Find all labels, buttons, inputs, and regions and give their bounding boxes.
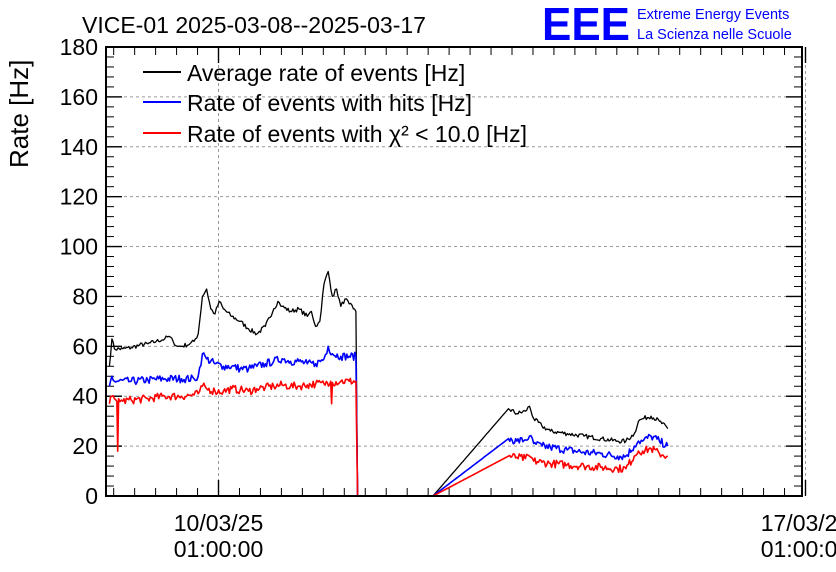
y-tick-label: 60 <box>72 333 98 359</box>
y-axis-label: Rate [Hz] <box>4 60 34 168</box>
eee-logo: EEE Extreme Energy Events La Scienza nel… <box>542 0 792 50</box>
tick-labels: 02040608010012014016018010/03/2501:00:00… <box>60 34 836 562</box>
y-tick-label: 160 <box>60 84 98 110</box>
logo-line-2: La Scienza nelle Scuole <box>637 27 792 43</box>
legend: Average rate of events [Hz] Rate of event… <box>143 60 527 147</box>
series-line-2 <box>108 345 669 497</box>
legend-label-2: Rate of events with hits [Hz] <box>187 90 472 116</box>
y-tick-label: 80 <box>72 283 98 309</box>
grid <box>106 47 806 496</box>
legend-label-1: Average rate of events [Hz] <box>187 60 465 86</box>
legend-label-3: Rate of events with χ² < 10.0 [Hz] <box>187 121 527 147</box>
axis-ticks <box>106 46 807 497</box>
y-tick-label: 180 <box>60 34 98 60</box>
x-tick-label-date: 17/03/25 <box>761 510 836 536</box>
x-tick-label-date: 10/03/25 <box>174 510 264 536</box>
plot-frame <box>105 46 803 497</box>
y-tick-label: 120 <box>60 184 98 210</box>
y-tick-label: 20 <box>72 433 98 459</box>
chart-title: VICE-01 2025-03-08--2025-03-17 <box>82 12 426 38</box>
logo-line-1: Extreme Energy Events <box>637 7 789 23</box>
y-tick-label: 0 <box>85 483 98 509</box>
x-tick-label-time: 01:00:00 <box>761 536 836 562</box>
x-tick-label-time: 01:00:00 <box>174 536 264 562</box>
logo-mark: EEE <box>542 0 630 50</box>
y-tick-label: 100 <box>60 234 98 260</box>
y-tick-label: 140 <box>60 134 98 160</box>
series-lines <box>108 270 669 497</box>
y-tick-label: 40 <box>72 383 98 409</box>
series-line-1 <box>108 270 669 497</box>
